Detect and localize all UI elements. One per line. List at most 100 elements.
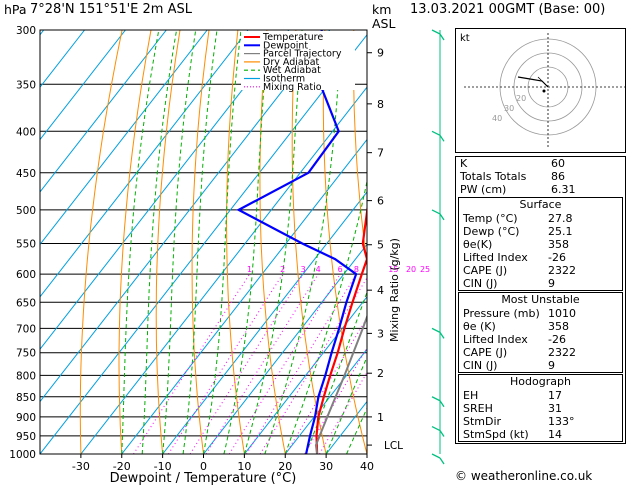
most-unstable-label: CIN (J)	[463, 359, 498, 372]
temperature-tick-label: 0	[200, 460, 207, 473]
isotherm-line	[0, 30, 3, 454]
legend-entry: Dewpoint	[263, 40, 308, 51]
pressure-tick-label: 950	[16, 431, 36, 443]
index-label: K	[460, 157, 468, 170]
temperature-tick-label: -20	[113, 460, 131, 473]
isotherm-line	[162, 191, 367, 454]
surface-value: 27.8	[548, 212, 573, 225]
most-unstable-value: 2322	[548, 346, 576, 359]
pressure-tick-label: 450	[16, 168, 36, 180]
dry-adiabat-line	[79, 30, 123, 454]
dry-adiabat-line	[155, 30, 181, 454]
index-label: Totals Totals	[460, 170, 527, 183]
mixing-ratio-value-label: 6	[338, 265, 343, 274]
series-line-dewpoint	[236, 30, 358, 454]
most-unstable-value: 1010	[548, 307, 576, 320]
most-unstable-label: CAPE (J)	[463, 346, 508, 359]
wet-adiabat-line	[141, 30, 178, 454]
legend-entry: Dry Adiabat	[263, 57, 320, 68]
lcl-label: LCL	[384, 440, 403, 452]
pressure-tick-label: 400	[16, 126, 36, 138]
temperature-tick-label: 30	[319, 460, 333, 473]
wet-adiabat-line	[264, 30, 343, 454]
hodograph-stat-value: 14	[548, 428, 562, 441]
hodograph-panel: 20 30 40 kt	[455, 28, 626, 153]
most-unstable-block: Most Unstable Pressure (mb) 1010 θe (K) 358…	[458, 292, 623, 373]
pressure-tick-label: 700	[16, 323, 36, 335]
index-label: PW (cm)	[460, 183, 507, 196]
hodograph-stat-row: StmSpd (kt) 14	[459, 428, 622, 441]
surface-row: θe(K) 358	[459, 238, 622, 251]
dry-adiabat-line	[352, 30, 367, 266]
indices-table: K 60 Totals Totals 86 PW (cm) 6.31 Surface Te…	[455, 156, 626, 444]
hodograph-stat-value: 133°	[548, 415, 575, 428]
isotherm-line	[40, 33, 367, 454]
isotherm-line	[121, 138, 367, 454]
surface-row: Temp (°C) 27.8	[459, 212, 622, 225]
storm-motion-point	[542, 89, 546, 93]
isotherm-line	[203, 243, 367, 454]
surface-label: θe(K)	[463, 238, 493, 251]
most-unstable-label: Lifted Index	[463, 333, 528, 346]
wet-adiabat-line	[121, 30, 160, 454]
pressure-tick-label: 350	[16, 79, 36, 91]
isotherm-line	[40, 30, 208, 246]
series-line-parcel-trajectory	[314, 314, 367, 454]
pressure-unit-label: hPa	[4, 2, 27, 17]
mixing-ratio-line	[205, 273, 319, 454]
legend-entry: Isotherm	[263, 74, 305, 85]
index-value: 6.31	[551, 183, 576, 196]
temperature-tick-label: 40	[360, 460, 374, 473]
most-unstable-title: Most Unstable	[501, 293, 580, 306]
mixing-ratio-line	[319, 371, 367, 454]
most-unstable-row: θe (K) 358	[459, 320, 622, 333]
isotherm-line	[40, 30, 249, 298]
hodograph-stat-row: StmDir 133°	[459, 415, 622, 428]
temperature-tick-label: -10	[154, 460, 172, 473]
mixing-ratio-value-label: 2	[280, 265, 285, 274]
mixing-ratio-line	[259, 276, 367, 454]
wind-barb-icon	[431, 130, 445, 142]
index-row: Totals Totals 86	[456, 170, 625, 183]
wet-adiabat-line	[223, 30, 270, 454]
most-unstable-row: CAPE (J) 2322	[459, 346, 622, 359]
legend-entry: Wet Adiabat	[263, 65, 321, 76]
location-label: 7°28'N 151°51'E 2m ASL	[30, 2, 192, 17]
height-tick-label: 9	[377, 47, 384, 60]
wind-barb-icon	[431, 425, 445, 437]
height-tick-label: 6	[377, 195, 384, 208]
hodograph-stats-block: Hodograph EH 17 SREH 31 StmDir 133° StmSpd (kt…	[458, 374, 623, 442]
datetime-label: 13.03.2021 00GMT (Base: 00)	[410, 2, 606, 17]
pressure-tick-label: 500	[16, 205, 36, 217]
hodograph-stat-label: StmSpd (kt)	[463, 428, 529, 441]
surface-label: Lifted Index	[463, 251, 528, 264]
wind-barb-icon	[431, 209, 445, 221]
surface-label: Temp (°C)	[463, 212, 518, 225]
mixing-ratio-axis-label: Mixing Ratio (g/kg)	[388, 238, 401, 342]
most-unstable-row: CIN (J) 9	[459, 359, 622, 372]
index-row: PW (cm) 6.31	[456, 183, 625, 196]
pressure-tick-label: 800	[16, 370, 36, 382]
surface-label: Dewp (°C)	[463, 225, 520, 238]
height-unit-label: km	[372, 2, 392, 17]
hodograph-ring-label: 30	[504, 104, 514, 113]
surface-title: Surface	[519, 198, 562, 211]
wind-barb-icon	[431, 327, 445, 339]
surface-value: 25.1	[548, 225, 573, 238]
pressure-tick-label: 900	[16, 412, 36, 424]
pressure-tick-label: 1000	[9, 449, 36, 461]
wind-barb-icon	[431, 396, 445, 408]
hodograph-stat-label: StmDir	[463, 415, 502, 428]
isotherm-line	[40, 30, 126, 141]
most-unstable-row: Lifted Index -26	[459, 333, 622, 346]
wet-adiabat-line	[243, 30, 303, 454]
mixing-ratio-value-label: 20	[406, 265, 416, 274]
dry-adiabat-line	[322, 30, 367, 454]
temperature-tick-label: 20	[278, 460, 292, 473]
surface-row: Lifted Index -26	[459, 251, 622, 264]
surface-row: CIN (J) 9	[459, 277, 622, 290]
hodograph-stat-value: 17	[548, 389, 562, 402]
hodograph-stats-title: Hodograph	[510, 375, 571, 388]
